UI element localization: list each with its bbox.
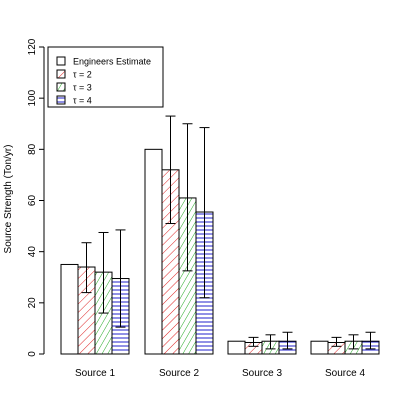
legend-swatch-2 [56, 82, 66, 92]
legend-label-2: τ = 3 [73, 83, 92, 93]
legend: Engineers Estimate τ = 2 τ = 3 τ = 4 [47, 46, 164, 108]
y-tick-label: 80 [27, 143, 38, 155]
bar-series-0-cat-0 [60, 263, 79, 355]
error-bars [81, 115, 376, 350]
legend-label-3: τ = 4 [73, 96, 92, 106]
y-tick-label: 20 [27, 297, 38, 309]
x-category-label-0: Source 1 [75, 368, 115, 379]
legend-swatch-1 [56, 69, 66, 79]
legend-swatch-0 [56, 56, 66, 66]
y-tick-label: 40 [27, 246, 38, 258]
y-axis-label: Source Strength (Ton/yr) [3, 145, 14, 254]
x-category-label-3: Source 4 [325, 368, 365, 379]
y-tick-label: 0 [27, 351, 38, 357]
y-tick-label: 120 [27, 38, 38, 55]
x-category-label-1: Source 2 [159, 368, 199, 379]
x-axis-labels: Source 1 Source 2 Source 3 Source 4 [75, 368, 365, 379]
y-axis: 0 20 40 60 80 100 120 [27, 38, 45, 357]
bar-series-0-cat-3 [310, 340, 329, 355]
y-tick-label: 100 [27, 89, 38, 106]
x-category-label-2: Source 3 [242, 368, 282, 379]
legend-label-1: τ = 2 [73, 70, 92, 80]
y-tick-label: 60 [27, 195, 38, 207]
legend-box [47, 46, 164, 108]
legend-label-0: Engineers Estimate [73, 57, 151, 67]
bars [60, 148, 380, 355]
bar-series-0-cat-1 [144, 148, 163, 355]
bar-series-0-cat-2 [227, 340, 246, 355]
legend-swatch-3 [56, 95, 66, 105]
